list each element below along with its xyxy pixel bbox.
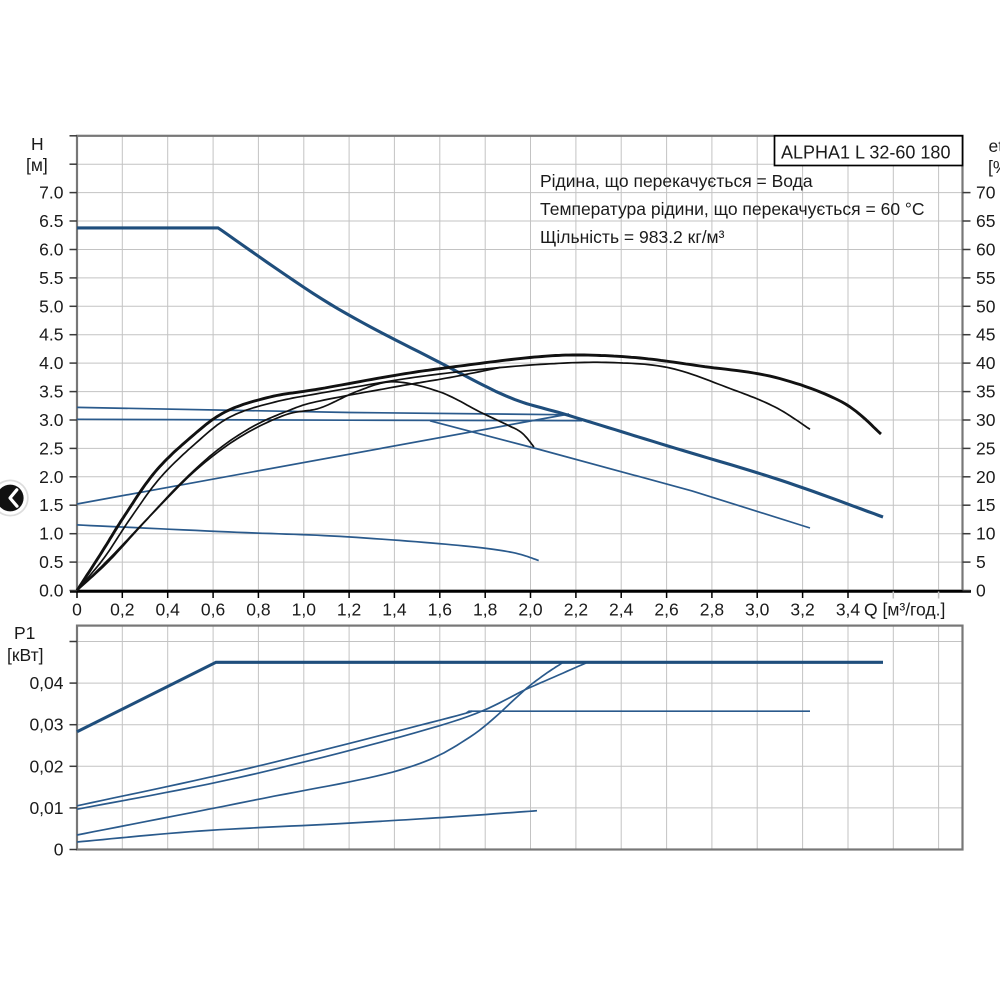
svg-text:[м]: [м] [26, 155, 48, 175]
svg-text:0,01: 0,01 [29, 798, 63, 818]
svg-text:2,6: 2,6 [654, 600, 678, 620]
svg-text:0.0: 0.0 [39, 581, 64, 601]
svg-text:55: 55 [976, 268, 995, 288]
svg-text:0: 0 [976, 581, 986, 601]
svg-text:0.5: 0.5 [39, 552, 63, 572]
svg-text:0,03: 0,03 [29, 715, 63, 735]
svg-text:5: 5 [976, 552, 986, 572]
svg-text:60: 60 [976, 240, 996, 260]
svg-text:H: H [31, 134, 44, 154]
svg-text:2,0: 2,0 [518, 600, 543, 620]
svg-text:1,8: 1,8 [473, 600, 497, 620]
svg-text:Q [м³/год.]: Q [м³/год.] [864, 600, 945, 620]
svg-text:6.0: 6.0 [39, 240, 64, 260]
svg-text:3.5: 3.5 [39, 382, 63, 402]
svg-text:0: 0 [54, 840, 64, 860]
svg-text:70: 70 [976, 183, 996, 203]
svg-text:1,0: 1,0 [292, 600, 317, 620]
svg-text:2,8: 2,8 [700, 600, 724, 620]
svg-text:[%]: [%] [988, 157, 1000, 177]
svg-text:0,02: 0,02 [29, 756, 63, 776]
svg-text:2,4: 2,4 [609, 600, 634, 620]
svg-text:0,8: 0,8 [246, 600, 270, 620]
svg-text:3,4: 3,4 [836, 600, 861, 620]
svg-text:6.5: 6.5 [39, 211, 63, 231]
svg-text:4.5: 4.5 [39, 325, 63, 345]
svg-text:5.5: 5.5 [39, 268, 63, 288]
svg-text:0,04: 0,04 [29, 673, 63, 693]
svg-text:Щільність = 983.2 кг/м³: Щільність = 983.2 кг/м³ [540, 227, 725, 247]
svg-text:1,6: 1,6 [428, 600, 452, 620]
svg-text:eta: eta [989, 136, 1000, 156]
svg-text:5.0: 5.0 [39, 296, 64, 316]
svg-text:0,4: 0,4 [156, 600, 181, 620]
svg-text:65: 65 [976, 211, 995, 231]
svg-text:45: 45 [976, 325, 995, 345]
svg-text:1.0: 1.0 [39, 524, 64, 544]
svg-text:10: 10 [976, 524, 996, 544]
svg-text:1,2: 1,2 [337, 600, 361, 620]
svg-text:ALPHA1 L 32-60 180: ALPHA1 L 32-60 180 [781, 143, 950, 163]
svg-text:0,6: 0,6 [201, 600, 225, 620]
svg-text:4.0: 4.0 [39, 353, 64, 373]
svg-text:2.5: 2.5 [39, 438, 63, 458]
svg-text:30: 30 [976, 410, 996, 430]
svg-text:20: 20 [976, 467, 996, 487]
svg-text:40: 40 [976, 353, 996, 373]
svg-text:50: 50 [976, 296, 996, 316]
svg-text:25: 25 [976, 438, 995, 458]
svg-text:3,2: 3,2 [790, 600, 814, 620]
svg-text:7.0: 7.0 [39, 183, 64, 203]
svg-text:Температура рідини, що перекач: Температура рідини, що перекачується = 6… [540, 199, 925, 219]
svg-text:2.0: 2.0 [39, 467, 64, 487]
svg-text:1.5: 1.5 [39, 495, 63, 515]
svg-text:1,4: 1,4 [382, 600, 407, 620]
svg-text:0: 0 [72, 600, 82, 620]
svg-text:P1: P1 [14, 623, 35, 643]
svg-text:3.0: 3.0 [39, 410, 64, 430]
svg-text:0,2: 0,2 [110, 600, 134, 620]
svg-text:[кВт]: [кВт] [7, 645, 44, 665]
svg-text:Рідина, що перекачується = Вод: Рідина, що перекачується = Вода [540, 171, 813, 191]
svg-text:35: 35 [976, 382, 995, 402]
svg-text:2,2: 2,2 [564, 600, 588, 620]
svg-text:15: 15 [976, 495, 995, 515]
svg-text:3,0: 3,0 [745, 600, 770, 620]
